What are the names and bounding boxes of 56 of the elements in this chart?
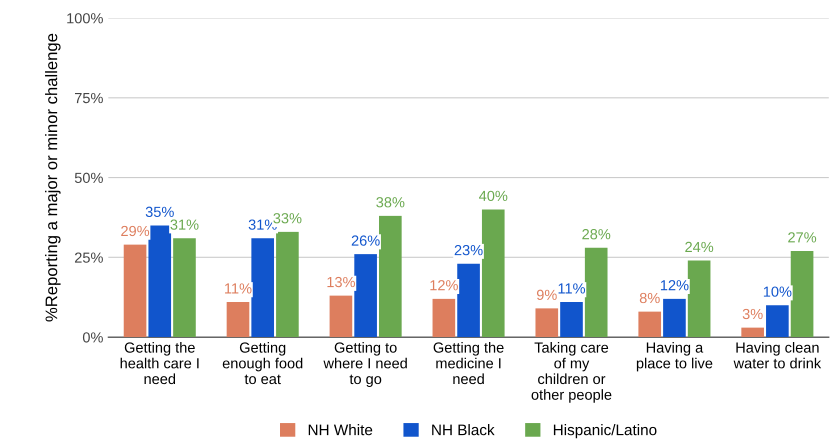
bar bbox=[663, 298, 686, 338]
bar bbox=[457, 264, 480, 338]
data-label: 38% bbox=[376, 197, 404, 208]
legend-label: Hispanic/Latino bbox=[554, 424, 656, 438]
data-label: 3% bbox=[742, 308, 763, 320]
data-label: 12% bbox=[660, 280, 689, 290]
data-label: 11% bbox=[558, 283, 586, 294]
bar bbox=[379, 216, 402, 338]
y-tick-label: 0% bbox=[82, 332, 103, 343]
data-label: 40% bbox=[479, 190, 508, 202]
x-tick-label: Having a place to live bbox=[636, 342, 712, 372]
x-tick-label: Taking care of my children or other people bbox=[532, 342, 612, 403]
bar bbox=[584, 248, 608, 338]
data-label: 23% bbox=[454, 244, 483, 256]
bar bbox=[766, 305, 789, 338]
bar bbox=[535, 308, 558, 338]
x-tick-label: Getting the medicine I need bbox=[434, 342, 504, 384]
y-axis-title: %Reporting a major or minor challenge bbox=[45, 34, 61, 322]
y-tick-label: 100% bbox=[67, 13, 103, 24]
data-label: 11% bbox=[225, 283, 252, 294]
data-label: 10% bbox=[764, 286, 792, 297]
bar bbox=[741, 328, 764, 338]
bar bbox=[148, 225, 172, 338]
legend-label: NH White bbox=[308, 424, 372, 436]
bar bbox=[173, 238, 196, 338]
y-tick-label: 75% bbox=[74, 92, 103, 104]
legend-label: NH Black bbox=[432, 424, 495, 436]
data-label: 35% bbox=[146, 206, 174, 218]
data-label: 31% bbox=[170, 219, 199, 230]
bar bbox=[354, 254, 377, 338]
x-tick-label: Having clean water to drink bbox=[734, 342, 822, 368]
x-tick-label: Getting the health care I need bbox=[120, 342, 199, 384]
y-tick-label: 50% bbox=[74, 172, 103, 184]
data-label: 26% bbox=[352, 235, 380, 246]
bar bbox=[790, 250, 814, 338]
y-tick-label: 25% bbox=[74, 252, 103, 263]
data-label: 9% bbox=[536, 290, 557, 300]
data-label: 13% bbox=[327, 276, 355, 288]
bar bbox=[560, 302, 583, 338]
bar bbox=[432, 298, 456, 338]
bar bbox=[638, 312, 662, 338]
data-label: 8% bbox=[640, 292, 660, 304]
bar bbox=[124, 244, 146, 338]
bar bbox=[276, 232, 299, 338]
bar bbox=[330, 296, 352, 338]
data-label: 27% bbox=[788, 232, 816, 242]
data-label: 12% bbox=[430, 280, 458, 290]
bar bbox=[251, 238, 274, 338]
x-tick-label: Getting to where I need to go bbox=[323, 342, 407, 388]
data-label: 29% bbox=[121, 226, 150, 236]
bar bbox=[226, 302, 250, 338]
data-label: 24% bbox=[685, 242, 714, 252]
bar bbox=[482, 209, 505, 338]
x-tick-label: Getting enough food to eat bbox=[222, 342, 302, 384]
data-label: 28% bbox=[582, 229, 610, 240]
bar bbox=[688, 260, 710, 338]
